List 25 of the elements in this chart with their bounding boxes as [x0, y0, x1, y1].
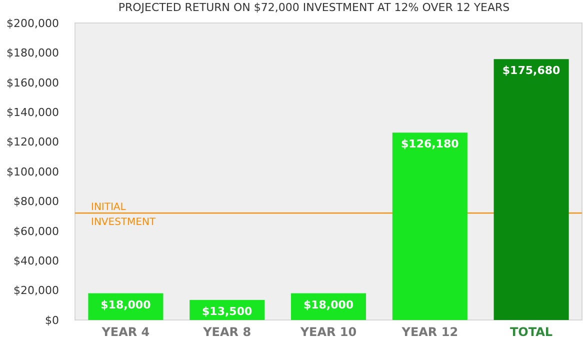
y-tick-label: $100,000 — [6, 165, 59, 178]
data-label: $18,000 — [100, 298, 152, 312]
x-tick-label: YEAR 8 — [202, 325, 252, 338]
y-tick-label: $60,000 — [14, 224, 59, 238]
data-label: $126,180 — [401, 138, 460, 151]
x-tick-label: YEAR 10 — [299, 325, 357, 338]
y-tick-label: $20,000 — [14, 284, 59, 298]
chart-title: PROJECTED RETURN ON $72,000 INVESTMENT AT 12% OVER 12 YEARS — [118, 1, 510, 14]
y-tick-label: $0 — [45, 314, 59, 327]
y-tick-label: $140,000 — [6, 106, 59, 119]
y-tick-label: $180,000 — [6, 46, 59, 60]
y-tick-label: $40,000 — [14, 254, 59, 268]
data-label: $175,680 — [502, 64, 561, 78]
y-tick-label: $120,000 — [6, 136, 59, 149]
y-tick-label: $160,000 — [6, 76, 59, 90]
data-label: $13,500 — [202, 304, 252, 318]
x-tick-label: TOTAL — [510, 325, 553, 338]
x-tick-label: YEAR 4 — [100, 325, 150, 338]
y-tick-label: $200,000 — [6, 16, 59, 30]
y-tick-label: $80,000 — [14, 195, 59, 208]
data-label: $18,000 — [303, 298, 354, 312]
bar — [392, 132, 468, 320]
x-tick-label: YEAR 12 — [400, 325, 458, 338]
ref-line-label: INITIAL INVESTMENT — [91, 202, 156, 228]
bar — [494, 59, 569, 320]
